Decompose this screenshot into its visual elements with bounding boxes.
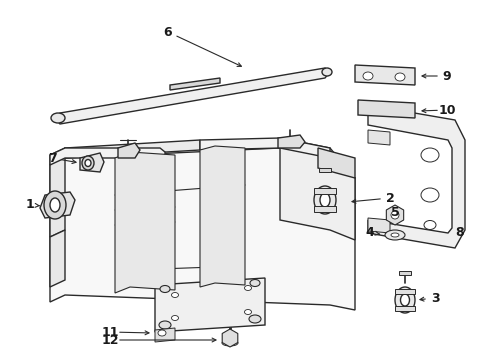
- Polygon shape: [115, 152, 175, 293]
- Ellipse shape: [158, 330, 166, 336]
- Ellipse shape: [424, 220, 436, 230]
- Ellipse shape: [314, 186, 336, 214]
- Ellipse shape: [51, 113, 65, 123]
- Polygon shape: [355, 65, 415, 85]
- Ellipse shape: [249, 315, 261, 323]
- Text: 7: 7: [48, 152, 56, 165]
- Polygon shape: [200, 146, 245, 287]
- Ellipse shape: [250, 279, 260, 287]
- Ellipse shape: [50, 198, 60, 212]
- Text: 6: 6: [164, 26, 172, 39]
- Polygon shape: [314, 206, 336, 212]
- Polygon shape: [65, 140, 200, 158]
- Ellipse shape: [172, 315, 178, 320]
- Ellipse shape: [320, 193, 330, 207]
- Polygon shape: [368, 130, 390, 145]
- Polygon shape: [399, 271, 411, 275]
- Polygon shape: [318, 148, 355, 178]
- Text: 8: 8: [456, 226, 465, 239]
- Ellipse shape: [400, 294, 410, 306]
- Ellipse shape: [222, 340, 238, 346]
- Ellipse shape: [159, 321, 171, 329]
- Polygon shape: [80, 153, 104, 172]
- Polygon shape: [170, 78, 220, 90]
- Polygon shape: [50, 148, 355, 310]
- Ellipse shape: [82, 156, 94, 170]
- Ellipse shape: [160, 285, 170, 292]
- Ellipse shape: [44, 191, 66, 219]
- Polygon shape: [50, 148, 65, 237]
- Polygon shape: [280, 138, 355, 240]
- Polygon shape: [395, 289, 415, 294]
- Polygon shape: [118, 143, 140, 158]
- Polygon shape: [222, 329, 238, 347]
- Text: 3: 3: [431, 292, 440, 305]
- Ellipse shape: [385, 230, 405, 240]
- Ellipse shape: [395, 73, 405, 81]
- Text: 10: 10: [438, 104, 456, 117]
- Polygon shape: [368, 218, 390, 233]
- Polygon shape: [368, 105, 465, 248]
- Text: 5: 5: [391, 207, 399, 220]
- Ellipse shape: [85, 159, 91, 166]
- Polygon shape: [314, 188, 336, 194]
- Text: 4: 4: [366, 225, 374, 238]
- Text: 11: 11: [101, 325, 119, 338]
- Text: 9: 9: [442, 69, 451, 82]
- Polygon shape: [319, 168, 331, 172]
- Text: 2: 2: [386, 192, 394, 204]
- Polygon shape: [155, 328, 175, 342]
- Ellipse shape: [421, 188, 439, 202]
- Polygon shape: [278, 135, 305, 148]
- Ellipse shape: [391, 233, 399, 237]
- Polygon shape: [50, 148, 165, 165]
- Polygon shape: [395, 306, 415, 311]
- Ellipse shape: [363, 72, 373, 80]
- Polygon shape: [40, 192, 75, 218]
- Polygon shape: [200, 138, 330, 158]
- Ellipse shape: [172, 292, 178, 297]
- Polygon shape: [155, 278, 265, 332]
- Ellipse shape: [391, 211, 399, 219]
- Polygon shape: [50, 230, 65, 287]
- Polygon shape: [386, 205, 404, 225]
- Ellipse shape: [245, 310, 251, 315]
- Ellipse shape: [245, 285, 251, 291]
- Polygon shape: [55, 68, 330, 124]
- Ellipse shape: [395, 287, 415, 313]
- Polygon shape: [358, 100, 415, 118]
- Ellipse shape: [421, 148, 439, 162]
- Ellipse shape: [322, 68, 332, 76]
- Text: 12: 12: [101, 333, 119, 346]
- Text: 1: 1: [25, 198, 34, 211]
